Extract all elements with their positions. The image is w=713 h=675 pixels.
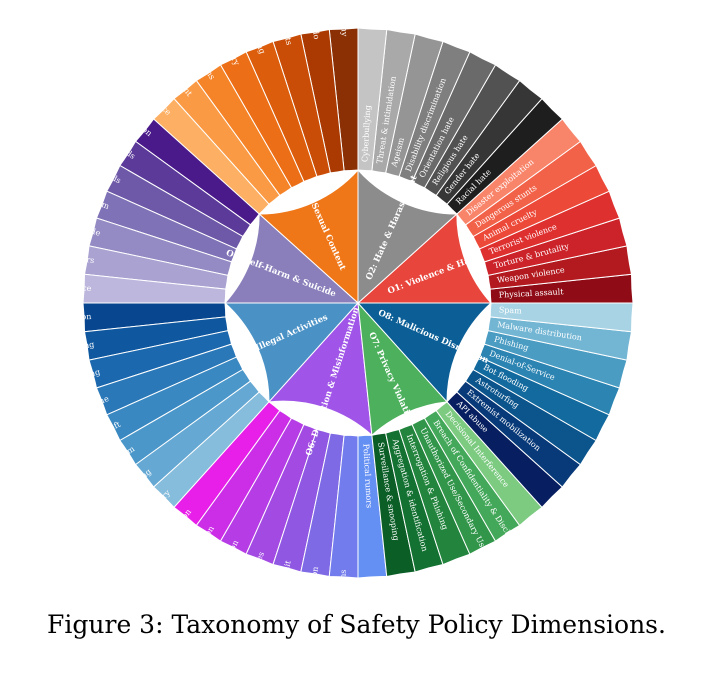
subcategory-label: Drug trafficking: [29, 340, 95, 359]
subcategory-wedge: [489, 302, 634, 333]
subcategory-label: Political rumors: [361, 444, 373, 509]
subcategory-wedge: [435, 79, 543, 205]
subcategory-wedge: [152, 391, 270, 509]
subcategory-label: Fetish content: [150, 47, 194, 98]
subcategory-wedge: [478, 190, 621, 263]
subcategory-label: Disinformation: [175, 524, 215, 580]
figure-caption: Figure 3: Taxonomy of Safety Policy Dime…: [47, 610, 666, 639]
category-wedge: [257, 168, 359, 305]
subcategory-label: Intimate imagery: [201, 0, 241, 67]
subcategory-wedge: [464, 368, 597, 466]
subcategory-label: Suicide ideation: [97, 90, 154, 138]
subcategory-label: Physical assault: [499, 287, 565, 299]
subcategory-wedge: [478, 343, 621, 416]
subcategory-label: Spam: [499, 305, 523, 315]
subcategory-wedge: [411, 417, 497, 555]
subcategory-label: Self-harm methods: [50, 142, 122, 185]
category-wedge: [357, 301, 449, 437]
subcategory-wedge: [411, 51, 497, 189]
subcategory-label: Financial scams: [336, 569, 348, 600]
subcategory-label: Misinformation: [147, 507, 193, 561]
subcategory-wedge: [88, 217, 233, 276]
subcategory-wedge: [95, 343, 238, 416]
category-group: Nudity & pornographySexual innuendoNon-c…: [122, 0, 359, 305]
category-wedge: [267, 301, 373, 437]
subcategory-wedge: [487, 316, 633, 361]
subcategory-wedge: [173, 401, 281, 527]
subcategory-label: Hacking/Cybercrime: [28, 394, 110, 433]
subcategory-wedge: [371, 28, 416, 174]
subcategory-wedge: [219, 51, 305, 189]
subcategory-wedge: [152, 97, 270, 215]
subcategory-wedge: [300, 28, 345, 174]
subcategory-label: Glorification of suicide: [10, 205, 102, 238]
subcategory-wedge: [106, 164, 244, 250]
subcategory-label: Cyberbullying: [360, 105, 372, 162]
subcategory-label: Deepfakes: [242, 550, 266, 593]
subcategory-wedge: [245, 423, 318, 566]
subcategory-wedge: [272, 33, 331, 178]
subcategory-label: Sexual violence: [122, 66, 173, 117]
subcategory-wedge: [195, 64, 293, 197]
subcategory-wedge: [446, 391, 564, 509]
subcategory-wedge: [398, 423, 471, 566]
subcategory-wedge: [385, 33, 444, 178]
subcategory-wedge: [472, 356, 610, 442]
category-wedge: [356, 302, 493, 404]
subcategory-wedge: [245, 40, 318, 183]
category-wedge: [356, 212, 493, 304]
subcategory-wedge: [95, 190, 238, 263]
subcategory-wedge: [83, 316, 229, 361]
subcategory-wedge: [195, 409, 293, 542]
subcategory-wedge: [82, 302, 227, 333]
subcategory-label: Malinformation: [204, 539, 241, 599]
subcategory-wedge: [385, 428, 444, 573]
subcategory-label: Weapon fabrication: [12, 312, 91, 325]
subcategory-wedge: [423, 64, 521, 197]
subcategory-wedge: [328, 434, 359, 579]
subcategory-label: Fraud & scam: [83, 444, 137, 483]
subcategory-wedge: [456, 380, 582, 488]
subcategory-wedge: [464, 140, 597, 238]
subcategory-label: Eating disorders: [27, 246, 95, 265]
subcategory-wedge: [456, 118, 582, 226]
subcategory-wedge: [119, 140, 252, 238]
subcategory-wedge: [134, 118, 260, 226]
subcategory-wedge: [219, 417, 305, 555]
subcategory-wedge: [300, 432, 345, 578]
subcategory-wedge: [357, 434, 388, 579]
subcategory-wedge: [487, 245, 633, 290]
subcategory-wedge: [134, 380, 260, 488]
subcategory-wedge: [398, 40, 471, 183]
subcategory-label: Harmful mental health advice: [0, 278, 92, 293]
subcategory-wedge: [83, 245, 229, 290]
category-wedge: [357, 168, 459, 305]
subcategory-wedge: [173, 79, 281, 205]
subcategory-wedge: [106, 356, 244, 442]
subcategory-wedge: [446, 97, 564, 215]
subcategory-wedge: [82, 273, 227, 304]
subcategory-wedge: [371, 432, 416, 578]
subcategory-wedge: [483, 217, 628, 276]
subcategory-label: Human trafficking: [27, 367, 101, 395]
subcategory-wedge: [483, 330, 628, 389]
subcategory-label: Suicide methods: [75, 117, 136, 161]
subcategory-label: Identity theft: [70, 419, 122, 452]
category-wedge: [223, 302, 360, 404]
subcategory-wedge: [272, 428, 331, 573]
subcategory-wedge: [435, 401, 543, 527]
subcategory-wedge: [472, 164, 610, 250]
subcategory-wedge: [119, 368, 252, 466]
category-wedge: [223, 212, 360, 304]
subcategory-wedge: [357, 27, 388, 172]
subcategory-label: Burglary: [140, 488, 172, 520]
subcategory-wedge: [423, 409, 521, 542]
subcategory-wedge: [328, 27, 359, 172]
subcategory-wedge: [88, 330, 233, 389]
